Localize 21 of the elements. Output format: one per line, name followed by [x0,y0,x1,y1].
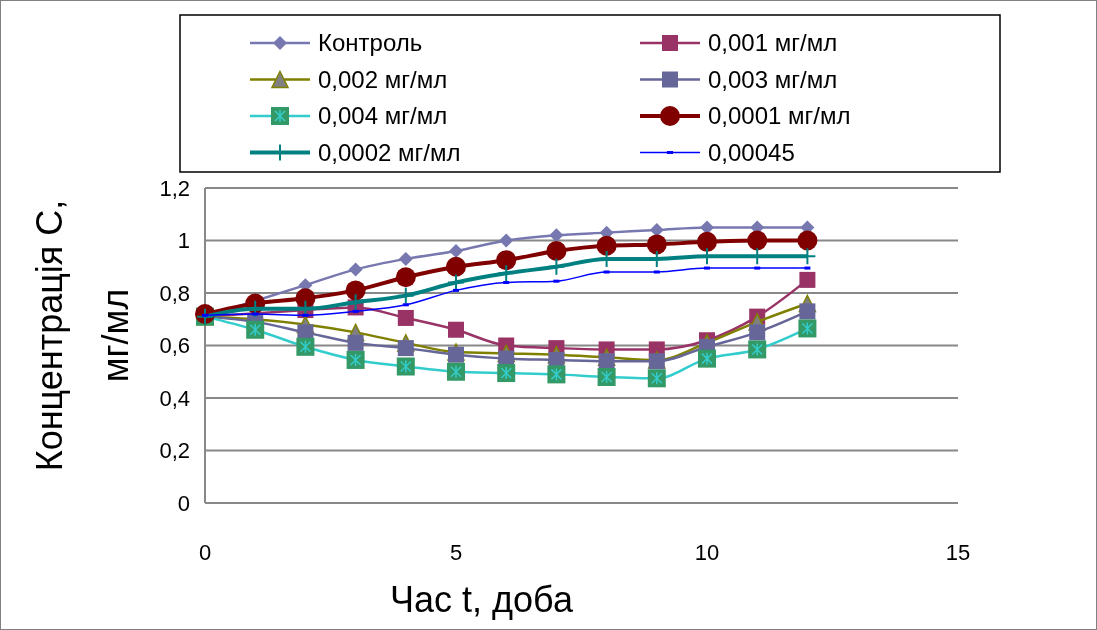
y-tick-label: 0,2 [159,438,190,464]
x-axis-title: Час t, доба [390,579,574,620]
legend-label: 0,00045 [708,138,795,166]
legend-label: 0,001 мг/мл [708,29,838,57]
x-tick-label: 5 [449,540,463,565]
legend-label: 0,004 мг/мл [318,102,448,130]
x-tick-label: 0 [198,540,212,565]
y-tick-label: 0,4 [159,385,190,411]
legend-label: 0,003 мг/мл [708,65,838,93]
y-tick-label: 1 [177,228,190,254]
y-tick-label: 1,2 [159,175,190,201]
x-tick-label: 15 [945,540,971,565]
legend-label: 0,0002 мг/мл [318,138,461,166]
y-tick-label: 0,6 [159,333,190,359]
y-tick-label: 0,8 [159,280,190,306]
y-axis-title: Концентрація С, мг/мл [29,199,136,472]
x-tick-label: 10 [694,540,720,565]
legend-label: 0,0001 мг/мл [708,102,851,130]
legend-label: 0,002 мг/мл [318,65,448,93]
y-tick-label: 0 [177,490,190,516]
legend-label: Контроль [318,29,423,57]
